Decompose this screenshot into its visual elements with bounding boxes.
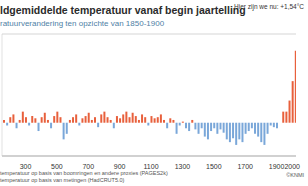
svg-text:1900: 1900	[269, 163, 285, 170]
svg-text:1300: 1300	[175, 163, 191, 170]
html-text:temperatuur op basis van metin: temperatuur op basis van metingen (HadCR…	[0, 177, 125, 183]
html-text:ratuurverandering ten opzichte: ratuurverandering ten opzichte van 1850-…	[0, 19, 165, 28]
svg-text:1100: 1100	[144, 163, 159, 170]
svg-text:500: 500	[51, 163, 63, 170]
svg-text:1500: 1500	[206, 163, 222, 170]
svg-text:300: 300	[20, 163, 32, 170]
svg-text:700: 700	[82, 163, 94, 170]
svg-text:1700: 1700	[237, 163, 253, 170]
svg-text:900: 900	[114, 163, 126, 170]
html-text:Hier zijn we nu: +1,54°C: Hier zijn we nu: +1,54°C	[234, 3, 304, 10]
html-text:temperatuur op basis van boomr: temperatuur op basis van boomringen en a…	[0, 170, 168, 176]
html-text:©KNMI: ©KNMI	[286, 172, 304, 178]
svg-text:2000: 2000	[284, 163, 300, 170]
html-text:ldgemiddelde temperatuur vanaf: ldgemiddelde temperatuur vanaf begin jaa…	[0, 4, 246, 16]
